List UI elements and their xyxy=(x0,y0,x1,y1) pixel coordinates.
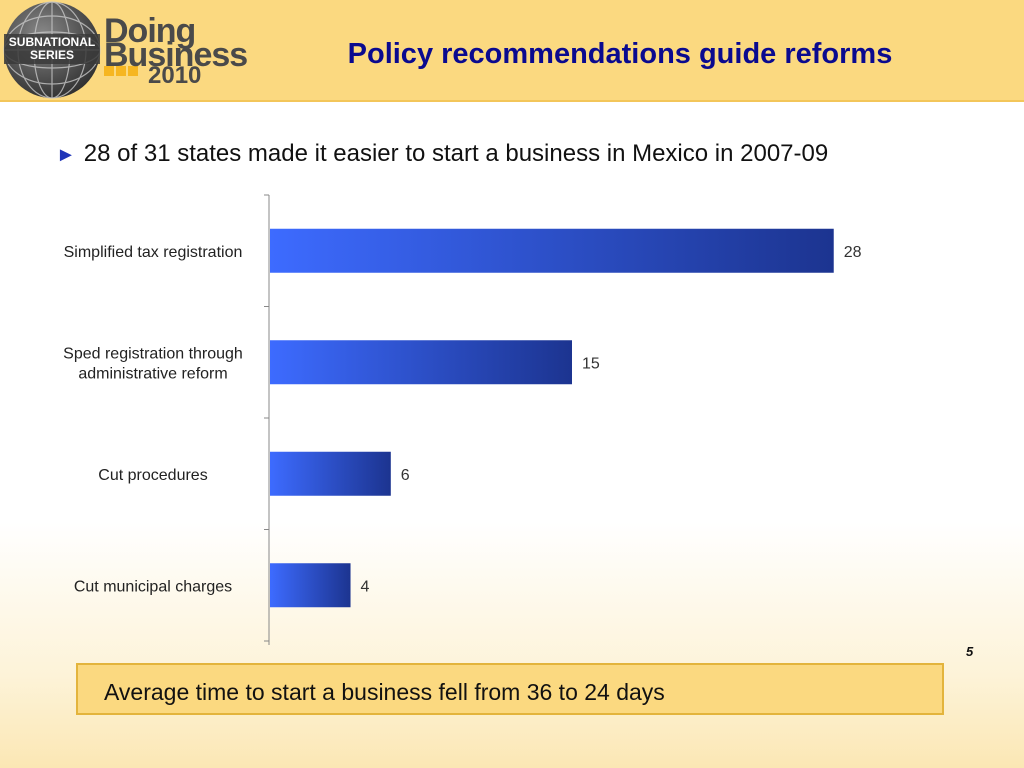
summary-text: Average time to start a business fell fr… xyxy=(104,679,665,705)
category-label-0: Simplified tax registration xyxy=(64,244,243,261)
bullet-text-label: 28 of 31 states made it easier to start … xyxy=(83,140,829,167)
category-label-1: Sped registration through administrative … xyxy=(63,345,243,382)
header-bar: SUBNATIONAL SERIES Doing Business 2010 P… xyxy=(0,0,1024,102)
summary-box: Average time to start a business fell fr… xyxy=(76,663,944,715)
category-label-3: Cut municipal charges xyxy=(74,578,232,595)
bullet-arrow-icon: ► xyxy=(56,144,76,166)
bar-1 xyxy=(270,340,572,385)
logo-word-doing: Doing xyxy=(104,12,196,50)
logo-series-label: SUBNATIONAL SERIES xyxy=(8,35,96,62)
bar-chart: Simplified tax registration Sped registra… xyxy=(63,194,862,645)
data-label-1: 15 xyxy=(582,355,600,372)
data-label-2: 6 xyxy=(401,467,410,484)
page-number: 5 xyxy=(966,644,974,659)
logo-word-business: Business xyxy=(104,36,248,74)
page-title: Policy recommendations guide reforms xyxy=(347,38,893,70)
data-label-3: 4 xyxy=(361,578,370,595)
category-label-2: Cut procedures xyxy=(98,467,207,484)
logo-year: 2010 xyxy=(148,62,202,89)
bar-3 xyxy=(270,563,351,608)
doing-business-logo: SUBNATIONAL SERIES Doing Business 2010 xyxy=(0,0,248,100)
bullet-text: ► 28 of 31 states made it easier to start… xyxy=(56,140,828,168)
bar-0 xyxy=(270,228,834,273)
bar-2 xyxy=(270,451,391,496)
globe-icon xyxy=(3,1,138,99)
data-label-0: 28 xyxy=(844,244,862,261)
